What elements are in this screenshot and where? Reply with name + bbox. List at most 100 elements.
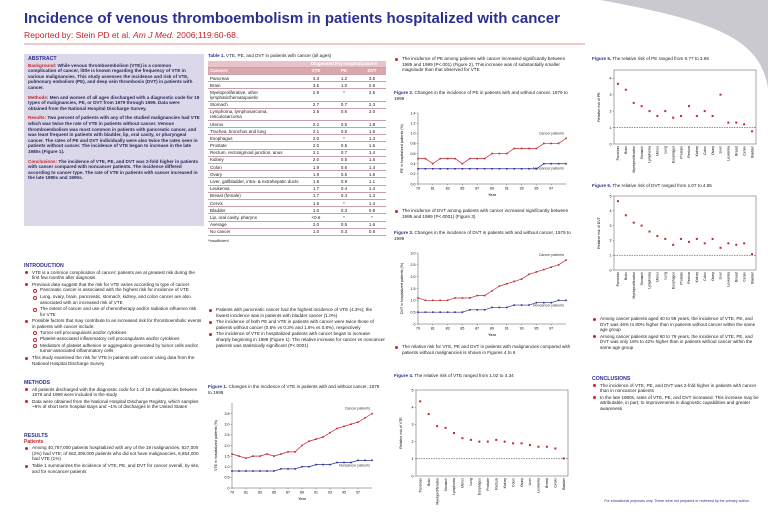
data-point: [550, 142, 552, 145]
introduction: INTRODUCTION VTE is a common complicatio…: [24, 263, 202, 367]
data-point: [308, 465, 310, 468]
table-cell: Kidney: [208, 156, 302, 165]
category-label: Rectum: [687, 146, 691, 158]
table-row: Breast (female) 1.7 0.4 1.3: [208, 192, 386, 200]
y-tick-label: 0: [610, 268, 612, 272]
category-label: Breast: [734, 272, 738, 282]
category-label: Leukemia: [727, 272, 731, 287]
table-cell: 1.4: [358, 149, 386, 157]
data-point: [656, 115, 659, 118]
table-cell: 2.0: [302, 221, 330, 229]
y-tick-label: 0.4: [411, 162, 416, 166]
data-point: [491, 152, 493, 155]
figure-caption: Figure 6. The relative risk of DVT range…: [592, 183, 762, 189]
blank-cell: [208, 60, 302, 68]
category-label: Lung: [469, 478, 473, 486]
y-axis-label: PE in hospitalized patients (%): [400, 124, 404, 173]
y-axis-label: Relative risk of VTE: [399, 417, 403, 449]
data-point: [632, 101, 635, 104]
y-tick-label: 2.0: [411, 275, 416, 279]
category-label: Leukemia: [537, 478, 541, 493]
abstract: ABSTRACT Background: While venous thromb…: [24, 54, 204, 226]
subheading: Patients: [24, 438, 44, 445]
category-label: Liver: [719, 271, 723, 279]
data-point: [436, 425, 439, 428]
table-cell: 0.5: [330, 141, 358, 150]
table-cell: 1.6: [358, 170, 386, 179]
table-cell: 0.6: [330, 127, 358, 136]
abstract-text: The incidence of VTE, PE, and DVT was 2-…: [28, 158, 199, 181]
data-point: [469, 167, 471, 170]
table-cell: Lymphoma, lymphosarcoma, reticulosarcoma: [208, 108, 302, 121]
data-point: [648, 110, 651, 113]
table-cell: Pancreas: [208, 74, 302, 83]
table-block: Table 1. VTE, PE, and DVT in patients wi…: [208, 53, 386, 244]
data-point: [640, 105, 643, 108]
category-label: Breast: [734, 146, 738, 156]
plot-frame: [613, 195, 757, 271]
y-tick-label: 4: [610, 77, 612, 81]
data-point: [491, 167, 493, 170]
data-point: [648, 230, 651, 233]
category-label: Stomach: [444, 478, 448, 491]
x-tick-label: 93: [520, 327, 524, 331]
x-tick-label: 83: [446, 187, 450, 191]
data-point: [735, 243, 738, 246]
x-tick-label: 91: [505, 327, 509, 331]
section-heading: CONCLUSIONS: [592, 376, 631, 382]
data-point: [238, 455, 240, 457]
abstract-text: Men and women of all ages discharged wit…: [28, 94, 200, 111]
sub-list: Tumor-cell procoagulants and/or cytokine…: [32, 330, 202, 354]
figure-label: Figure 6.: [592, 183, 612, 188]
y-tick-label: 2: [610, 239, 612, 243]
table-cell: 2.5: [358, 88, 386, 102]
data-point: [632, 221, 635, 224]
data-point: [266, 453, 268, 455]
data-point: [687, 240, 690, 243]
data-point: [498, 167, 501, 170]
data-point: [711, 115, 714, 118]
data-point: [446, 157, 449, 160]
data-point: [543, 301, 545, 304]
table-cell: 1.7: [302, 192, 330, 200]
bullet-list: The relative risk for VTE, PE and DVT in…: [394, 344, 576, 355]
table-row: Ovary 1.9 0.5 1.6: [208, 170, 386, 179]
table-cell: 1.9: [302, 163, 330, 172]
category-label: Cervix: [742, 272, 746, 282]
table-cell: 2.3: [358, 101, 386, 109]
data-point: [245, 470, 247, 472]
category-label: Bladder: [562, 477, 566, 490]
data-point: [565, 259, 567, 261]
data-point: [444, 426, 447, 429]
series-label: Noncancer patients: [533, 303, 564, 307]
data-point: [476, 294, 478, 297]
x-tick-label: 81: [431, 187, 435, 191]
plot-frame: [613, 69, 757, 145]
series-label: Noncancer patients: [339, 463, 370, 467]
abstract-paragraph: Methods: Men and women of all ages disch…: [28, 95, 200, 112]
table-row: Trachea, bronchus and lung 2.1 0.6 1.6: [208, 127, 386, 136]
data-point: [424, 299, 427, 302]
category-label: Kidney: [695, 146, 699, 157]
bullet-list: VTE is a common complication of cancer; …: [24, 270, 202, 367]
conclusions: CONCLUSIONS The incidence of VTE, PE, an…: [592, 376, 762, 413]
citation-prefix: Reported by: Stein PD et al.: [24, 30, 131, 40]
data-point: [343, 425, 345, 428]
bullet-list: The incidence of DVT among patients with…: [394, 208, 576, 219]
table-cell: *: [330, 88, 358, 102]
group-header-row: Diagnosed (%) hospitalizations: [208, 60, 386, 68]
x-tick-label: 95: [534, 187, 538, 191]
data-point: [453, 432, 455, 434]
bullet-item: The incidence of both PE and VTE in pati…: [208, 319, 386, 330]
category-label: Breast: [545, 478, 549, 488]
data-point: [727, 242, 730, 245]
data-point: [656, 234, 659, 237]
table-cell: Rectum, rectosigmoid junction, anus: [208, 149, 302, 157]
x-axis-label: Year: [298, 496, 307, 501]
y-tick-label: 3.5: [225, 412, 230, 416]
category-label: Lymphoma: [452, 478, 456, 495]
data-point: [427, 413, 430, 416]
data-point: [550, 301, 552, 304]
category-label: Lung: [663, 272, 667, 280]
category-label: Prostate: [486, 478, 490, 491]
